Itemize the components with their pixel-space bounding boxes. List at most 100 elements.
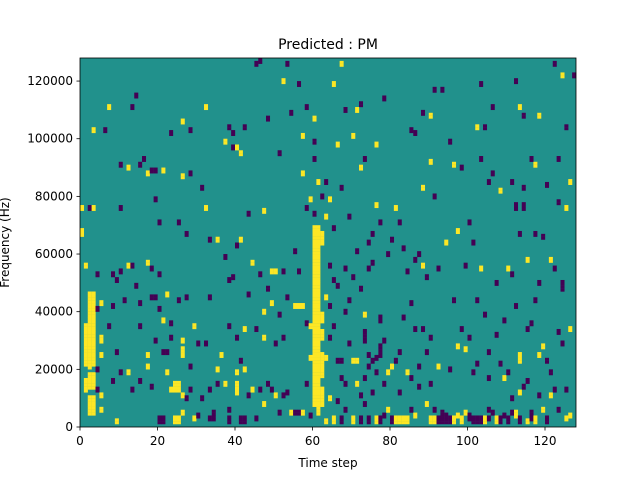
heatmap-cell-purple	[440, 418, 445, 422]
heatmap-cell-yellow	[176, 389, 181, 393]
heatmap-cell-yellow	[428, 421, 433, 425]
heatmap-cell-purple	[111, 380, 116, 384]
heatmap-cell-yellow	[91, 363, 96, 367]
heatmap-cell-purple	[211, 418, 216, 422]
heatmap-cell-purple	[444, 415, 449, 419]
heatmap-cell-yellow	[300, 132, 305, 136]
heatmap-cell-yellow	[316, 334, 321, 338]
heatmap-cell-yellow	[533, 161, 538, 165]
heatmap-cell-yellow	[80, 205, 85, 209]
heatmap-cell-purple	[114, 279, 119, 284]
heatmap-cell-purple	[347, 343, 352, 347]
heatmap-cell-purple	[266, 115, 271, 119]
heatmap-cell-yellow	[320, 314, 325, 318]
heatmap-cell-purple	[114, 352, 119, 356]
heatmap-cell-purple	[308, 415, 313, 419]
heatmap-cell-purple	[215, 380, 220, 384]
heatmap-cell-purple	[374, 372, 379, 376]
heatmap-cell-purple	[382, 415, 387, 419]
x-tick-label: 20	[150, 434, 165, 448]
y-tick-label: 80000	[35, 189, 73, 203]
heatmap-cell-purple	[378, 418, 383, 422]
heatmap-cell-purple	[366, 421, 371, 425]
heatmap-cell-purple	[486, 409, 491, 413]
heatmap-cell-purple	[421, 109, 426, 113]
heatmap-cell-purple	[471, 242, 476, 246]
heatmap-cell-purple	[227, 277, 232, 281]
heatmap-cell-purple	[556, 328, 561, 333]
heatmap-cell-purple	[359, 392, 364, 396]
heatmap-cell-purple	[188, 363, 193, 367]
heatmap-cell-purple	[552, 60, 557, 64]
heatmap-cell-yellow	[312, 317, 317, 321]
heatmap-cell-purple	[494, 334, 499, 338]
heatmap-cell-yellow	[498, 190, 503, 194]
heatmap-cell-purple	[188, 127, 193, 131]
heatmap-cell-purple	[545, 184, 550, 188]
heatmap-cell-purple	[254, 60, 259, 64]
heatmap-cell-purple	[277, 150, 282, 154]
heatmap-cell-purple	[424, 277, 429, 281]
heatmap-cell-purple	[118, 161, 123, 165]
heatmap-cell-yellow	[432, 415, 437, 419]
heatmap-cell-purple	[517, 230, 522, 235]
heatmap-cell-yellow	[87, 375, 92, 379]
heatmap-cell-purple	[444, 421, 449, 425]
heatmap-cell-purple	[169, 130, 174, 134]
heatmap-cell-yellow	[165, 294, 170, 298]
heatmap-cell-yellow	[316, 323, 321, 327]
heatmap-cell-yellow	[328, 196, 333, 200]
heatmap-cell-purple	[343, 409, 348, 413]
heatmap-cell-purple	[545, 418, 550, 422]
heatmap-cell-purple	[560, 279, 565, 284]
heatmap-cell-yellow	[548, 392, 553, 396]
heatmap-cell-yellow	[548, 256, 553, 260]
heatmap-cell-yellow	[324, 213, 329, 217]
heatmap-cell-yellow	[83, 360, 88, 364]
heatmap-cell-yellow	[328, 395, 333, 399]
heatmap-cell-purple	[382, 340, 387, 344]
heatmap-cell-purple	[235, 242, 240, 246]
heatmap-cell-yellow	[506, 268, 511, 272]
chart-title: Predicted : PM	[278, 37, 378, 53]
heatmap-cell-purple	[188, 170, 193, 174]
heatmap-cell-yellow	[83, 363, 88, 367]
heatmap-cell-purple	[277, 153, 282, 157]
heatmap-cell-yellow	[312, 375, 317, 379]
heatmap-cell-yellow	[91, 331, 96, 335]
heatmap-cell-purple	[529, 156, 534, 160]
heatmap-cell-yellow	[312, 380, 317, 384]
heatmap-cell-yellow	[320, 369, 325, 373]
heatmap-cell-purple	[107, 323, 112, 327]
heatmap-cell-purple	[486, 181, 491, 185]
heatmap-cell-purple	[328, 262, 333, 266]
heatmap-cell-yellow	[351, 421, 356, 425]
heatmap-cell-purple	[471, 421, 476, 425]
heatmap-cell-purple	[564, 124, 569, 128]
heatmap-cell-yellow	[180, 346, 185, 350]
heatmap-cell-purple	[184, 230, 189, 235]
y-tick-label: 20000	[35, 362, 73, 376]
heatmap-cell-purple	[351, 277, 356, 281]
heatmap-cell-yellow	[312, 242, 317, 246]
heatmap-cell-yellow	[91, 305, 96, 309]
heatmap-cell-yellow	[192, 418, 197, 422]
heatmap-cell-yellow	[568, 179, 573, 183]
heatmap-cell-yellow	[517, 104, 522, 108]
heatmap-cell-purple	[362, 375, 367, 379]
heatmap-cell-purple	[393, 357, 398, 361]
heatmap-cell-yellow	[312, 256, 317, 260]
heatmap-cell-purple	[432, 89, 437, 93]
heatmap-cell-purple	[545, 357, 550, 361]
heatmap-cell-yellow	[161, 317, 166, 321]
heatmap-cell-purple	[362, 156, 367, 160]
heatmap-cell-purple	[312, 158, 317, 162]
y-axis: 0 20000 40000 60000 80000 100000 120000	[27, 74, 80, 434]
heatmap-cell-yellow	[83, 354, 88, 358]
heatmap-cell-yellow	[312, 372, 317, 376]
heatmap-cell-yellow	[386, 372, 391, 376]
heatmap-cell-yellow	[293, 305, 298, 309]
heatmap-cell-yellow	[91, 300, 96, 304]
heatmap-cell-purple	[285, 297, 290, 301]
heatmap-cell-purple	[281, 392, 286, 396]
